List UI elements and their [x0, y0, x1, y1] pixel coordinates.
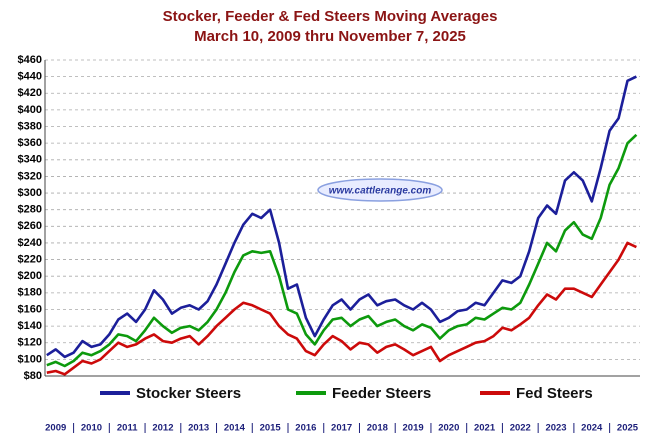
watermark-badge — [317, 178, 443, 202]
legend-label: Feeder Steers — [332, 385, 431, 402]
y-tick-label: $100 — [18, 353, 42, 365]
y-tick-label: $140 — [18, 320, 42, 332]
grid — [45, 59, 640, 377]
x-tick-label: 2020 — [438, 423, 459, 434]
y-tick-label: $120 — [18, 337, 42, 349]
x-tick-label: 2018 — [367, 423, 388, 434]
y-tick-label: $260 — [18, 220, 42, 232]
watermark: www.cattlerange.com — [329, 186, 432, 197]
y-tick-label: $180 — [18, 287, 42, 299]
x-tick-label: 2012 — [152, 423, 173, 434]
y-tick-label: $200 — [18, 270, 42, 282]
x-tick-label: 2011 — [117, 423, 138, 434]
y-tick-label: $240 — [18, 237, 42, 249]
x-tick-label: 2016 — [295, 423, 316, 434]
chart-title: Stocker, Feeder & Fed Steers Moving Aver… — [163, 8, 498, 25]
y-tick-label: $220 — [18, 253, 42, 265]
x-tick-label: 2024 — [581, 423, 603, 434]
x-tick-label: 2010 — [81, 423, 102, 434]
series-line — [46, 241, 637, 376]
y-tick-label: $300 — [18, 187, 42, 199]
y-tick-label: $340 — [18, 154, 42, 166]
legend-label: Fed Steers — [516, 385, 593, 402]
x-tick-label: 2015 — [260, 423, 282, 434]
series-line — [46, 75, 637, 359]
y-tick-label: $80 — [24, 370, 42, 382]
y-tick-label: $280 — [18, 204, 42, 216]
x-tick-label: 2009 — [45, 423, 66, 434]
x-tick-label: 2013 — [188, 423, 209, 434]
x-tick-label: 2014 — [224, 423, 246, 434]
x-tick-label: 2017 — [331, 423, 352, 434]
y-tick-label: $360 — [18, 137, 42, 149]
series-line — [46, 133, 638, 368]
y-tick-label: $160 — [18, 303, 42, 315]
y-tick-label: $420 — [18, 87, 42, 99]
y-tick-label: $320 — [18, 170, 42, 182]
x-tick-label: 2019 — [403, 423, 424, 434]
y-tick-label: $400 — [18, 104, 42, 116]
y-tick-label: $460 — [18, 54, 42, 66]
x-tick-label: 2023 — [545, 423, 566, 434]
x-tick-label: 2022 — [510, 423, 531, 434]
y-tick-label: $440 — [18, 71, 42, 83]
x-tick-label: 2021 — [474, 423, 496, 434]
x-tick-label: 2025 — [617, 423, 639, 434]
chart-subtitle: March 10, 2009 thru November 7, 2025 — [194, 28, 466, 45]
y-tick-label: $380 — [18, 120, 42, 132]
legend-label: Stocker Steers — [136, 385, 241, 402]
